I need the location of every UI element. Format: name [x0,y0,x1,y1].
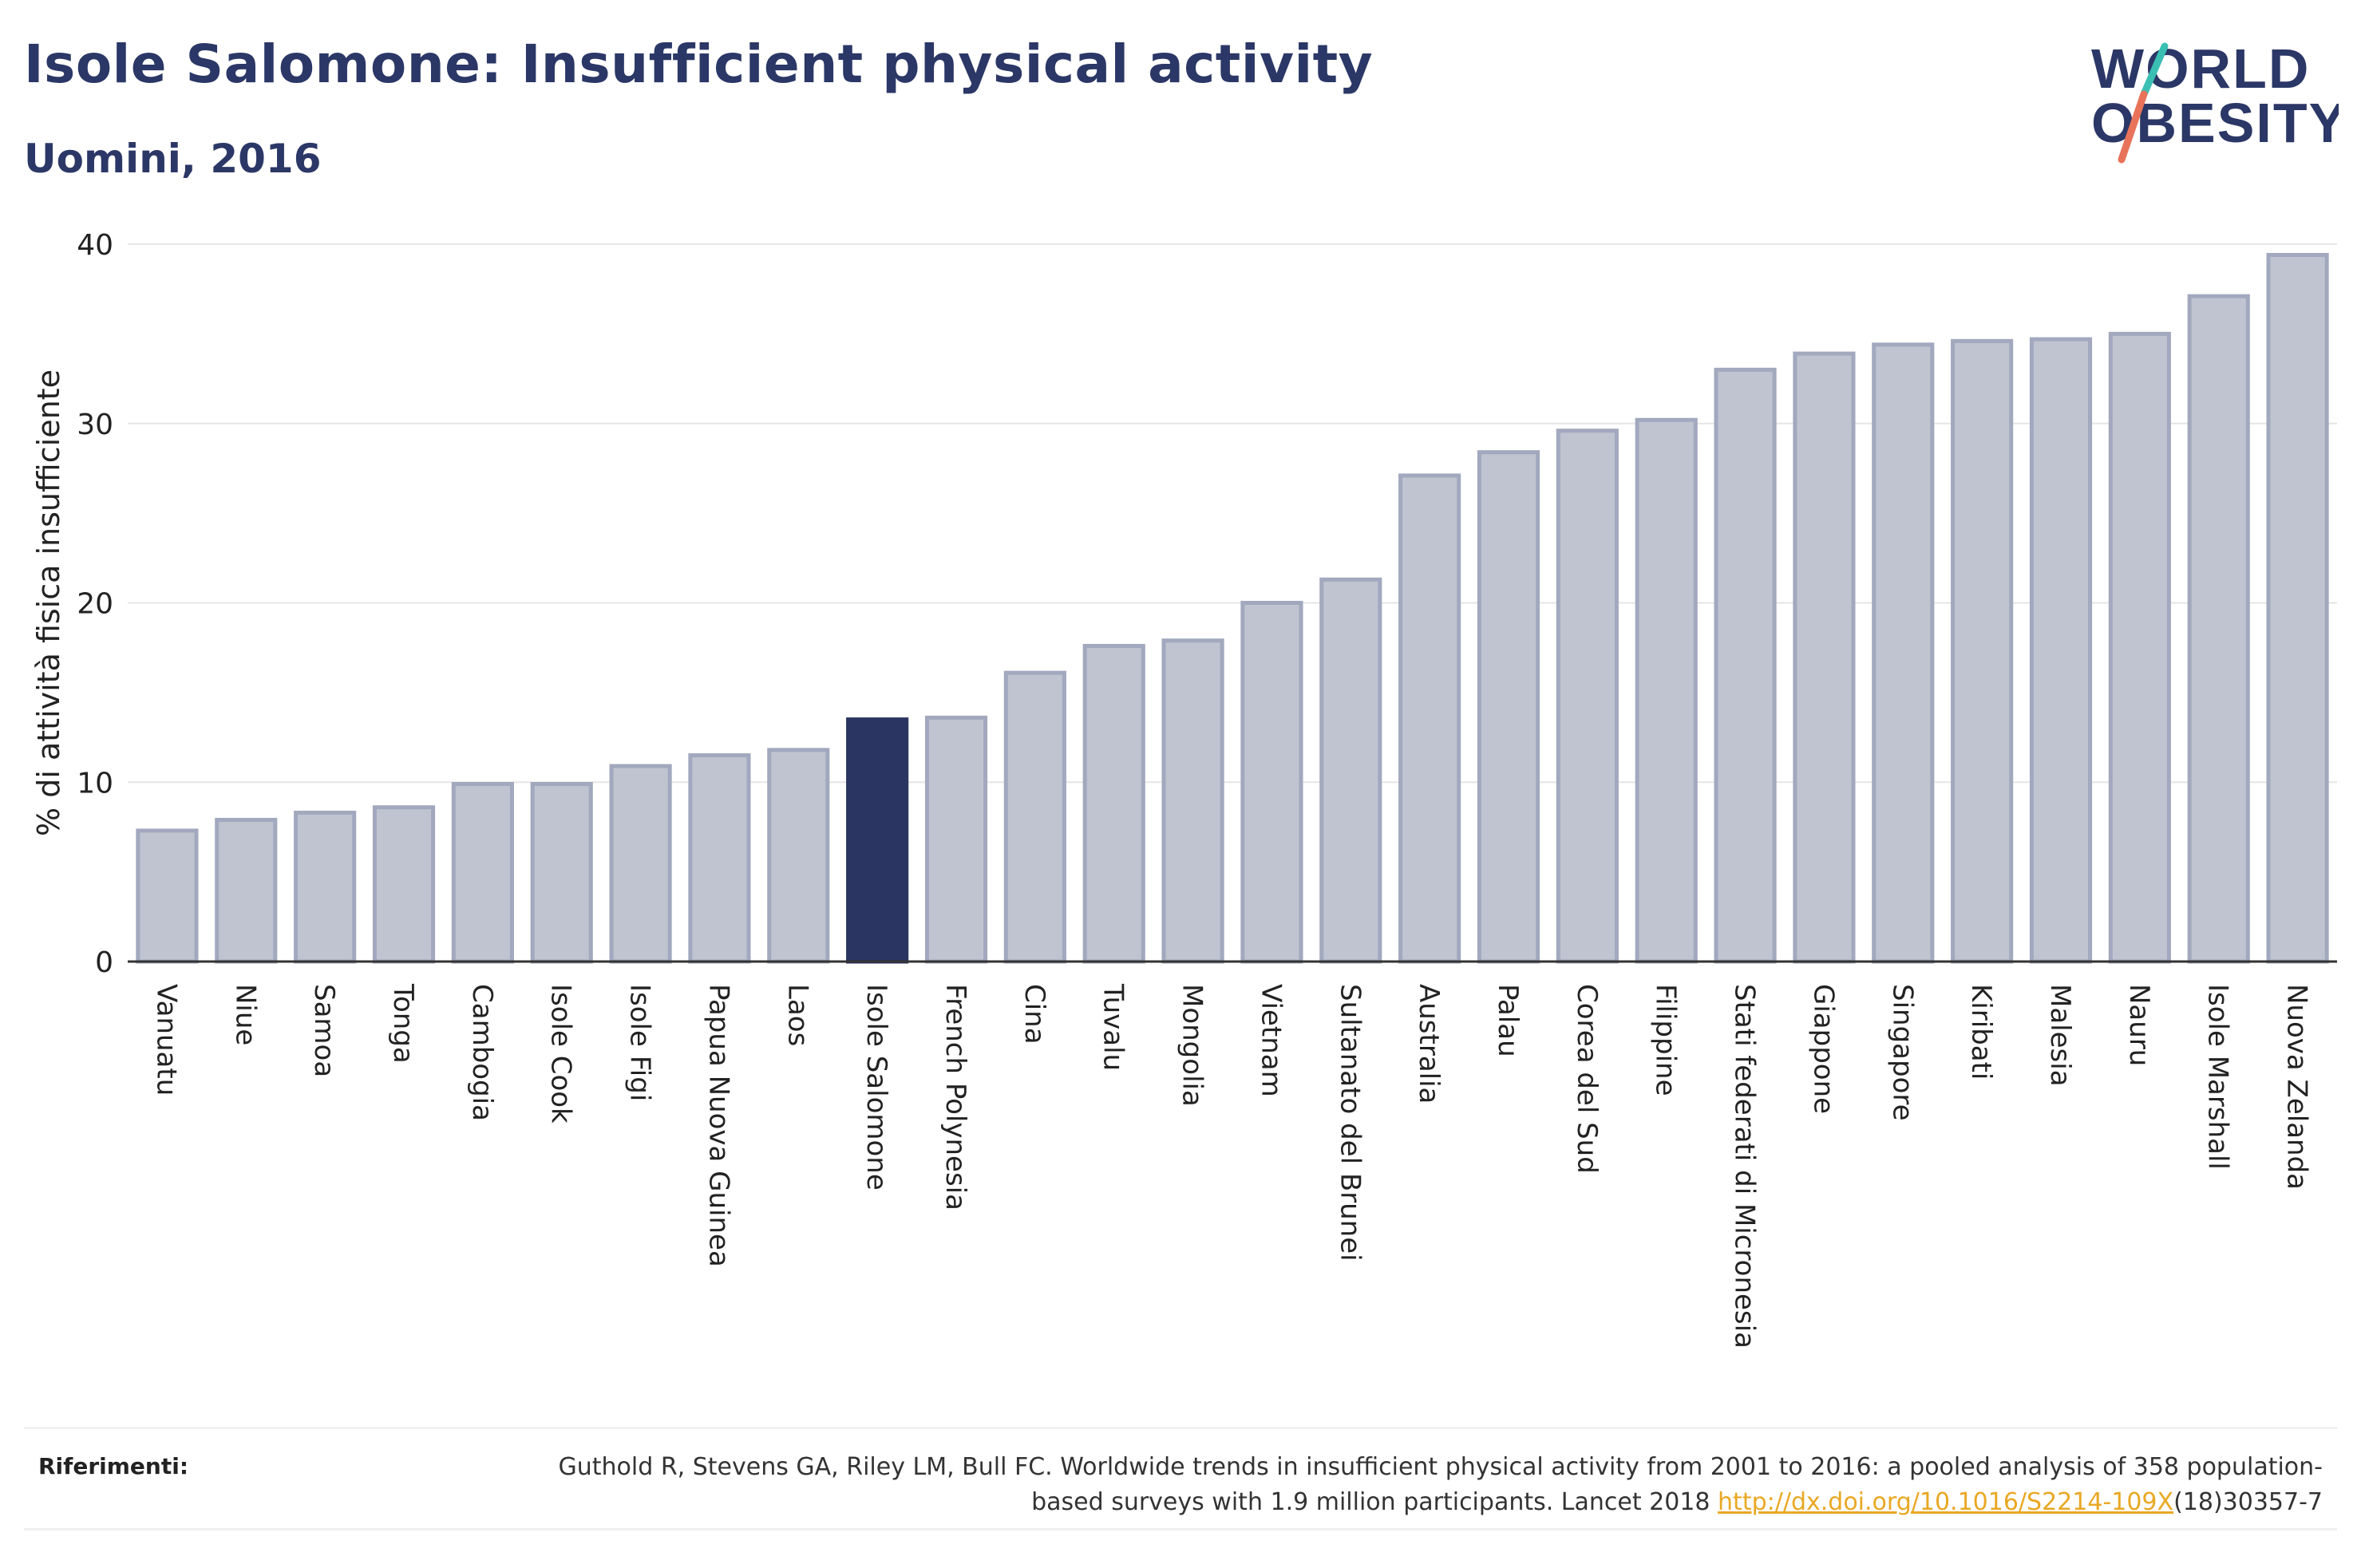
bar [451,781,514,964]
bar [2108,331,2171,964]
y-tick-label: 10 [77,767,113,800]
citation-suffix: (18)30357-7 [2173,1488,2323,1516]
x-tick-label: Samoa [308,984,340,1077]
x-tick-label: Cina [1018,984,1050,1045]
x-tick-label: Filippine [1650,984,1682,1096]
x-tick-label: Kiribati [1965,984,1997,1080]
bar [1082,643,1145,964]
x-tick-label: Mongolia [1177,984,1208,1107]
x-tick-label: Stati federati di Micronesia [1729,984,1761,1349]
x-tick-label: Tonga [387,983,419,1064]
references-section: Riferimenti: Guthold R, Stevens GA, Rile… [24,1427,2337,1530]
bar [1635,417,1698,964]
bar-highlighted [846,717,909,964]
x-tick-label: French Polynesia [939,984,971,1211]
x-tick-label: Vietnam [1255,984,1287,1097]
x-tick-label: Isole Figi [624,984,656,1101]
x-tick-label: Vanuatu [150,984,182,1096]
x-tick-label: Laos [781,984,813,1046]
x-tick-label: Sultanato del Brunei [1334,984,1366,1262]
x-tick-label: Australia [1413,984,1445,1104]
bar [294,810,357,964]
bar [2029,337,2093,964]
x-tick-label: Nuova Zelanda [2281,984,2313,1190]
y-axis-ticks: 0 10 20 30 40 [77,229,113,979]
bar-chart: 0 10 20 30 40 Vanuatu Niue Samoa Tonga Cambogia I… [31,229,2337,1349]
bars [136,252,2329,964]
x-tick-label: Isole Cook [545,984,577,1124]
bar [1161,638,1224,964]
x-axis-ticks: Vanuatu Niue Samoa Tonga Cambogia Isole Cook I… [150,983,2312,1349]
x-tick-label: Isole Marshall [2202,984,2234,1170]
bar [136,828,199,964]
bar [924,715,988,964]
x-tick-label: Singapore [1886,984,1918,1121]
bar [215,817,278,964]
x-tick-label: Malesia [2044,984,2076,1087]
citation-text: Guthold R, Stevens GA, Riley LM, Bull FC… [558,1453,2323,1516]
x-tick-label: Tuvalu [1097,983,1129,1071]
y-tick-label: 20 [77,588,113,621]
bar [767,748,830,964]
bar [1319,577,1382,964]
logo-slash-coral [2118,90,2148,164]
x-tick-label: Papua Nuova Guinea [702,984,734,1267]
world-obesity-logo: WORLD OBESITY [2091,38,2339,164]
doi-link[interactable]: http://dx.doi.org/10.1016/S2214-109X [1718,1488,2174,1516]
logo-word-world: WORLD [2091,38,2310,100]
bar [372,805,436,964]
bar [688,753,751,964]
bar [2266,252,2329,964]
bar [1793,351,1856,964]
x-tick-label: Palau [1492,984,1524,1057]
bar [1556,429,1619,964]
bar [1240,601,1303,964]
bar [609,764,672,964]
references-label: Riferimenti: [38,1453,189,1479]
x-tick-label: Corea del Sud [1571,984,1603,1174]
bar [1872,342,1935,964]
bar [1477,450,1540,964]
y-tick-label: 40 [77,229,113,262]
chart-subtitle: Uomini, 2016 [24,136,322,182]
x-tick-label: Isole Salomone [860,984,892,1191]
bar [1951,338,2014,964]
y-tick-label: 30 [77,409,113,441]
logo-slash-teal [2140,42,2169,98]
x-tick-label: Giappone [1807,984,1839,1114]
references-citation: Guthold R, Stevens GA, Riley LM, Bull FC… [487,1450,2323,1520]
y-axis-label: % di attività fisica insufficiente [31,369,66,836]
x-tick-label: Niue [229,984,261,1045]
chart-title: Isole Salomone: Insufficient physical ac… [24,34,1374,95]
bar [1714,367,1777,964]
bar [530,781,593,964]
bar [1003,670,1066,964]
bar [2187,294,2250,964]
x-tick-label: Nauru [2123,984,2155,1066]
x-tick-label: Cambogia [466,984,498,1121]
y-tick-label: 0 [95,946,113,979]
bar [1398,473,1461,964]
